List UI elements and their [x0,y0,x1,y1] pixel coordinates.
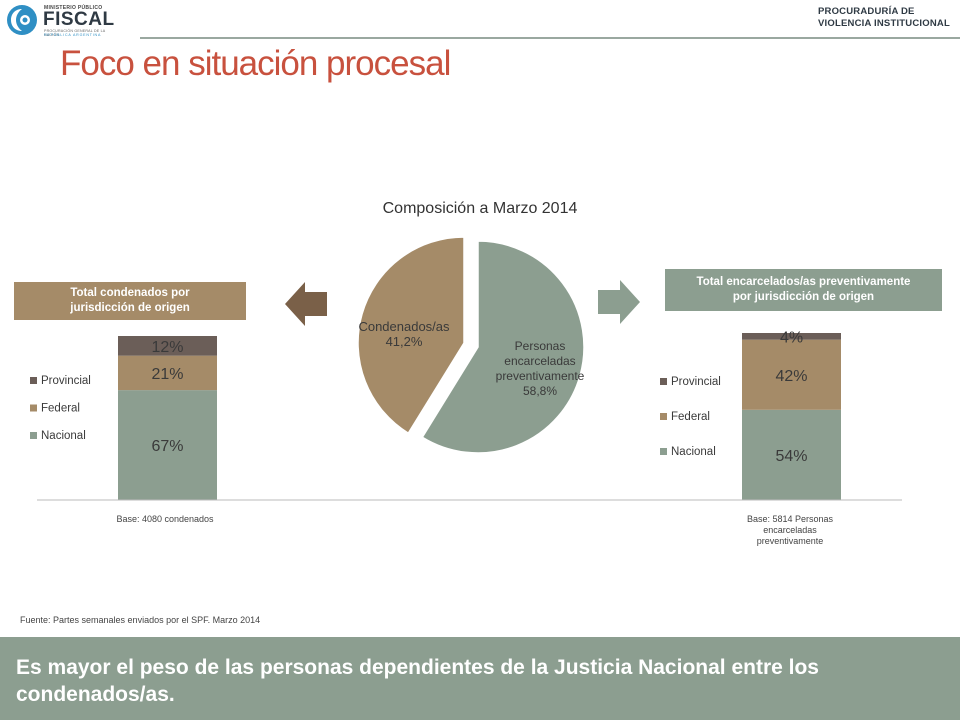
encarcelados-bar-label-federal: 42% [775,368,807,385]
condenados-box-line1: Total condenados por [70,287,190,299]
condenados-jurisdiccion-box: Total condenados por jurisdicción de ori… [14,282,246,320]
condenados-bar-label-nacional: 67% [151,438,183,455]
base-encarcelados-line2: encarceladas [763,525,817,535]
fiscal-logo-mark-icon [7,5,37,35]
encarcelados-bar-segment-nacional [742,409,841,500]
encarcelados-bar-legend-swatch-federal [660,413,667,420]
condenados-bar-segment-nacional [118,390,217,500]
condenados-bar-legend-swatch-federal [30,404,37,412]
header-divider [140,37,960,39]
footer-conclusion: Es mayor el peso de las personas dependi… [16,656,819,706]
base-encarcelados-line3: preventivamente [756,536,824,546]
condenados-bar-label-federal: 21% [151,366,183,383]
pie-title: Composición a Marzo 2014 [383,200,578,217]
encarcelados-bar-legend-federal: Federal [671,411,710,423]
condenados-bar-label-provincial: 12% [151,339,183,356]
encarcelados-bar-legend-swatch-provincial [660,378,667,385]
encarcelados-box-line1: Total encarcelados/as preventivamente [696,276,911,288]
encarcelados-bar-label-provincial: 4% [780,329,803,346]
condenados-bar-segment-federal [118,355,217,391]
condenados-bar-legend-swatch-provincial [30,377,37,384]
encarcelados-bar-segment-provincial [742,333,841,340]
encarcelados-bar-segment-federal [742,339,841,410]
encarcelados-bar-legend-provincial: Provincial [671,376,721,388]
encarcelados-bar-legend-swatch-nacional [660,448,667,455]
logo-sub2-text: REPÚBLICA ARGENTINA [44,33,102,37]
base-encarcelados-line1: Base: 5814 Personas [746,514,834,524]
encarcelados-bar-label-nacional: 54% [775,448,807,465]
pie-label-1: Condenados/as 41,2% [358,319,450,349]
pie-label-0: Personas encarceladas preventivamente 58,8% [496,339,585,398]
condenados-bar-legend-provincial: Provincial [41,375,91,387]
base-condenados-text: Base: 4080 condenados [116,514,214,524]
encarcelados-box-line2: por jurisdicción de origen [732,291,875,303]
condenados-box-line2: jurisdicción de origen [70,302,190,314]
encarcelados-bar-legend-nacional: Nacional [671,446,716,458]
pie-slice-1 [357,236,465,435]
source-note: Fuente: Partes semanales enviados por el… [20,615,261,625]
condenados-bar-legend-swatch-nacional [30,432,37,439]
left-arrow-icon [285,282,327,326]
fiscal-logo: MINISTERIO PÚBLICO FISCAL PROCURACIÓN GE… [6,2,156,38]
page-title: Foco en situación procesal [60,44,451,83]
logo-sub-text: PROCURACIÓN GENERAL DE LA NACIÓN [44,29,106,37]
logo-big-text: FISCAL [43,9,115,30]
procuraduria-line2: VIOLENCIA INSTITUCIONAL [818,18,950,29]
right-arrow-icon [598,280,640,324]
procuraduria-line1: PROCURADURÍA DE [818,6,915,17]
procuraduria-logo: PROCURADURÍA DE VIOLENCIA INSTITUCIONAL [818,6,950,30]
pie-slice-0 [421,240,585,454]
encarcelados-jurisdiccion-box: Total encarcelados/as preventivamente po… [665,269,942,311]
condenados-bar-segment-provincial [118,336,217,356]
condenados-bar-legend-nacional: Nacional [41,430,86,442]
base-encarcelados-text: Base: 5814 Personas encarceladas prevent… [720,514,860,547]
logo-small-text: MINISTERIO PÚBLICO [44,5,103,11]
condenados-bar-legend-federal: Federal [41,403,80,415]
footer-banner [0,637,960,720]
